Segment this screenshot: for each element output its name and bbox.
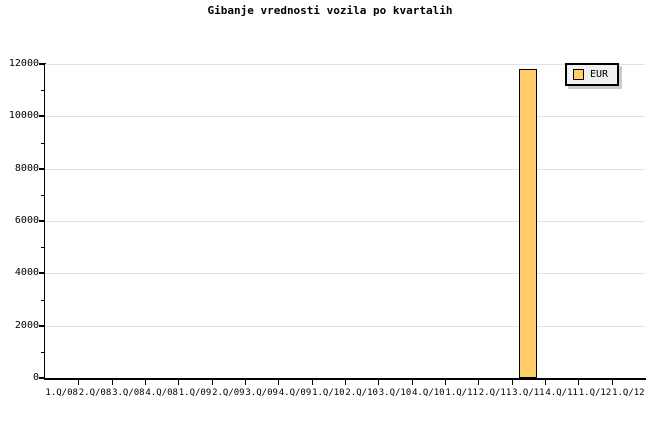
x-axis-label: 1.Q/12 xyxy=(578,388,612,398)
y-axis-label: 2000 xyxy=(14,319,39,331)
x-axis-label: 1.Q/09 xyxy=(178,388,212,398)
x-tick xyxy=(478,378,480,385)
y-tick-major xyxy=(39,63,45,65)
x-tick xyxy=(378,378,380,385)
x-axis-label: 3.Q/11 xyxy=(512,388,545,398)
legend[interactable]: EUR xyxy=(565,63,620,86)
y-tick-major xyxy=(39,377,45,379)
legend-label-eur: EUR xyxy=(590,69,609,80)
x-axis-label: 3.Q/09 xyxy=(245,388,278,398)
y-tick-minor xyxy=(41,142,45,144)
y-tick-major xyxy=(39,167,45,170)
x-tick xyxy=(345,378,346,385)
gridline xyxy=(45,116,645,118)
chart-title: Gibanje vrednosti vozila po kvartalih xyxy=(207,4,453,17)
y-tick-minor xyxy=(41,299,45,301)
x-tick xyxy=(278,378,280,385)
x-axis-label: 2.Q/08 xyxy=(78,388,112,398)
x-axis-label: 4.Q/08 xyxy=(145,388,178,398)
y-axis-label: 0 xyxy=(32,372,39,383)
gridline xyxy=(45,168,645,170)
x-axis-label: 2.Q/10 xyxy=(345,388,378,398)
x-axis-label: 2.Q/09 xyxy=(212,388,245,398)
y-tick-major xyxy=(39,272,45,275)
y-tick-minor xyxy=(41,351,45,353)
y-tick-minor xyxy=(41,247,45,249)
x-tick xyxy=(145,378,146,385)
plot-area xyxy=(39,63,645,385)
x-tick xyxy=(611,378,613,385)
x-tick xyxy=(545,378,546,385)
x-tick xyxy=(245,378,246,385)
x-tick xyxy=(511,378,513,385)
x-axis-label: 4.Q/10 xyxy=(412,388,445,398)
gridline xyxy=(45,64,645,65)
x-axis-label: 3.Q/08 xyxy=(112,388,145,398)
x-axis-label: 1.Q/08 xyxy=(45,388,78,398)
x-axis-label: 4.Q/09 xyxy=(278,388,312,398)
x-axis-label: 1.Q/10 xyxy=(312,388,345,398)
y-tick-minor xyxy=(41,194,45,196)
y-tick-major xyxy=(39,324,45,327)
y-axis-label: 12000 xyxy=(8,58,39,69)
x-tick xyxy=(411,378,413,385)
y-tick-minor xyxy=(41,90,45,92)
x-tick xyxy=(578,378,580,385)
y-tick-major xyxy=(39,220,45,222)
y-axis-label: 4000 xyxy=(14,267,39,279)
y-tick-major xyxy=(39,115,45,118)
x-tick xyxy=(311,378,313,385)
x-axis-label: 2.Q/11 xyxy=(478,388,512,398)
gridline xyxy=(45,273,645,275)
x-tick xyxy=(78,378,80,385)
y-axis-label: 10000 xyxy=(8,110,39,122)
gridline xyxy=(45,325,645,327)
x-axis-label: 3.Q/10 xyxy=(378,388,412,398)
legend-swatch-eur xyxy=(573,69,584,80)
x-axis-label: 1.Q/11 xyxy=(445,388,478,398)
x-tick xyxy=(445,378,446,385)
x-tick xyxy=(211,378,213,385)
bar[interactable] xyxy=(519,69,538,378)
x-axis-label: 1.Q/12 xyxy=(612,388,645,398)
x-tick xyxy=(111,378,113,385)
y-axis-label: 6000 xyxy=(14,215,39,226)
y-axis-label: 8000 xyxy=(14,162,39,174)
x-axis-label: 4.Q/11 xyxy=(545,388,578,398)
x-tick xyxy=(178,378,180,385)
gridline xyxy=(45,221,645,222)
